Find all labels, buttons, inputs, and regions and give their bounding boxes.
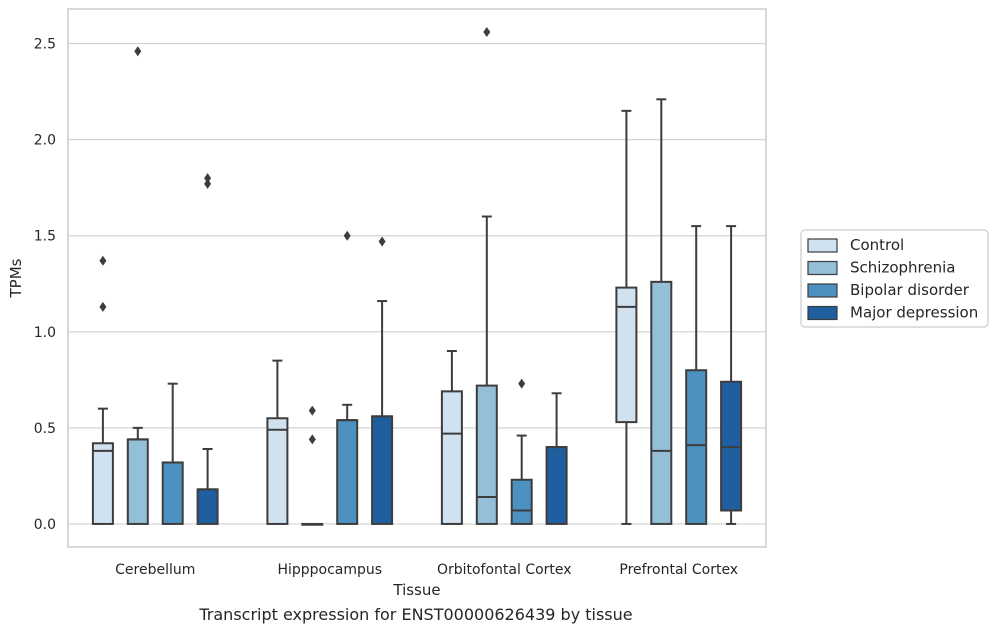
outlier-point bbox=[99, 255, 107, 266]
box bbox=[510, 478, 533, 525]
outlier-point bbox=[204, 173, 212, 184]
outlier-point bbox=[518, 378, 526, 389]
legend-swatch bbox=[807, 305, 838, 321]
legend-label: Schizophrenia bbox=[850, 259, 955, 277]
grid-layer bbox=[68, 42, 766, 525]
outlier-point bbox=[204, 178, 212, 189]
box-plot bbox=[475, 27, 498, 525]
plot-frame bbox=[67, 8, 767, 548]
outlier-point bbox=[308, 434, 316, 445]
y-tick-label: 0.5 bbox=[34, 421, 56, 437]
chart-caption: Transcript expression for ENST0000062643… bbox=[199, 605, 633, 624]
y-tick-label: 2.0 bbox=[34, 133, 56, 149]
box-plot bbox=[685, 225, 708, 525]
x-tick-label: Hipppocampus bbox=[277, 562, 382, 578]
x-tick-labels: Cerebellum Hipppocampus Orbitofontal Corte… bbox=[115, 562, 738, 578]
legend-frame bbox=[800, 229, 989, 328]
x-tick-label: Cerebellum bbox=[115, 562, 195, 578]
outlier-point bbox=[378, 236, 386, 247]
box-plot bbox=[440, 350, 463, 525]
legend-swatch bbox=[807, 238, 838, 253]
box-plot bbox=[545, 392, 568, 525]
box bbox=[475, 384, 498, 525]
outlier-point bbox=[308, 405, 316, 416]
box bbox=[196, 488, 219, 525]
box-plot bbox=[615, 109, 638, 525]
box bbox=[91, 442, 114, 525]
outlier-point bbox=[134, 46, 142, 57]
box bbox=[650, 280, 673, 525]
box-plot bbox=[126, 46, 149, 525]
box bbox=[615, 286, 638, 424]
x-axis-title: Tissue bbox=[392, 581, 440, 599]
box-plot bbox=[510, 378, 533, 525]
legend: Control Schizophrenia Bipolar disorder Majo… bbox=[800, 229, 989, 328]
x-tick-label: Prefrontal Cortex bbox=[619, 562, 738, 578]
outlier-point bbox=[99, 301, 107, 312]
box bbox=[266, 417, 289, 525]
box-plot bbox=[161, 382, 184, 525]
box bbox=[440, 390, 463, 525]
outlier-point bbox=[343, 230, 351, 241]
box-plot bbox=[91, 255, 114, 525]
box bbox=[126, 438, 149, 525]
box-plot bbox=[371, 236, 394, 525]
box-layer bbox=[91, 27, 743, 526]
box bbox=[685, 369, 708, 525]
box bbox=[336, 419, 359, 525]
y-tick-label: 2.5 bbox=[34, 37, 56, 53]
outlier-point bbox=[483, 27, 491, 38]
legend-label: Bipolar disorder bbox=[850, 281, 970, 299]
box-plot bbox=[336, 230, 359, 525]
y-tick-label: 1.0 bbox=[34, 325, 56, 341]
box-plot bbox=[650, 98, 673, 525]
y-axis-title: TPMs bbox=[7, 258, 25, 298]
box bbox=[545, 446, 568, 525]
legend-swatch bbox=[807, 260, 838, 276]
box bbox=[161, 461, 184, 525]
legend-label: Major depression bbox=[850, 304, 978, 322]
box bbox=[371, 415, 394, 525]
legend-label: Control bbox=[850, 236, 904, 254]
box-plot bbox=[301, 405, 324, 526]
box-plot bbox=[196, 173, 219, 525]
y-tick-label: 1.5 bbox=[34, 229, 56, 245]
y-tick-label: 0.0 bbox=[34, 517, 56, 533]
legend-swatch bbox=[807, 283, 838, 298]
box-plot bbox=[720, 225, 743, 525]
y-tick-labels: 0.0 0.5 1.0 1.5 2.0 2.5 bbox=[34, 37, 56, 533]
x-tick-label: Orbitofontal Cortex bbox=[437, 562, 572, 578]
box-plot bbox=[266, 359, 289, 525]
